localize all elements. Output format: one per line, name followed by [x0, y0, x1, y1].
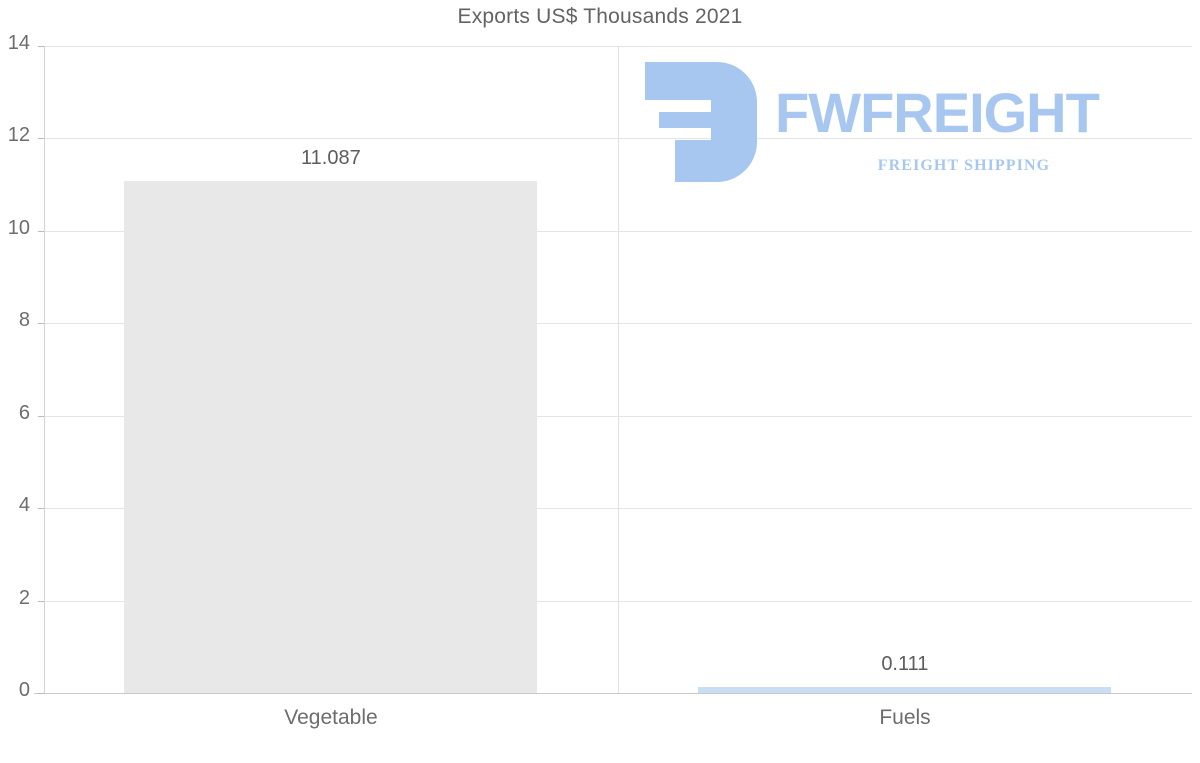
- plot-area: [44, 46, 1192, 694]
- y-axis-tick-mark: [38, 508, 44, 510]
- gridline-vertical: [618, 46, 619, 693]
- y-axis-tick-label: 6: [18, 401, 30, 424]
- chart-title: Exports US$ Thousands 2021: [457, 5, 743, 28]
- x-axis-category-label: Vegetable: [284, 706, 378, 729]
- bar-value-label: 0.111: [881, 653, 929, 675]
- y-axis-tick-label: 14: [7, 32, 30, 54]
- y-axis-tick-mark: [38, 323, 44, 325]
- bar-value-label: 11.087: [301, 146, 361, 169]
- y-axis-tick-label: 0: [18, 679, 30, 701]
- y-axis-tick-mark: [38, 46, 44, 47]
- y-axis-tick-label: 12: [7, 124, 30, 147]
- y-axis-tick-label: 4: [18, 494, 30, 517]
- y-axis-tick-mark: [38, 415, 44, 417]
- x-axis-line: [34, 693, 1192, 694]
- y-axis-tick-label: 2: [18, 586, 30, 609]
- y-axis-line: [44, 46, 45, 694]
- y-axis-tick-mark: [38, 693, 44, 694]
- bar-vegetable[interactable]: [124, 181, 537, 693]
- y-axis-tick-mark: [38, 230, 44, 232]
- y-axis-tick-label: 8: [18, 309, 30, 332]
- y-axis-tick-mark: [38, 600, 44, 602]
- y-axis-tick-label: 10: [7, 216, 30, 239]
- y-axis-tick-mark: [38, 138, 44, 140]
- bar-fuels[interactable]: [698, 687, 1111, 693]
- x-axis-category-label: Fuels: [879, 706, 931, 729]
